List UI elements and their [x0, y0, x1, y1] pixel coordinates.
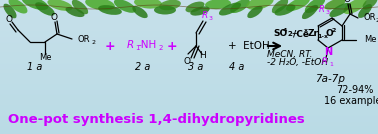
Text: 2: 2 [159, 45, 163, 51]
Ellipse shape [343, 0, 367, 14]
Ellipse shape [230, 0, 250, 13]
Text: /Ce: /Ce [293, 29, 309, 38]
Ellipse shape [159, 0, 181, 10]
Ellipse shape [132, 6, 148, 18]
Ellipse shape [219, 3, 241, 16]
Ellipse shape [363, 0, 378, 10]
Text: R: R [322, 57, 328, 66]
Text: 7a-7p: 7a-7p [315, 74, 345, 84]
Text: O: O [51, 14, 57, 23]
Ellipse shape [3, 4, 17, 18]
Text: R: R [127, 40, 134, 50]
Text: SO: SO [273, 29, 287, 38]
Text: 16 examples: 16 examples [324, 96, 378, 106]
Text: One-pot synthesis 1,4-dihydropyridines: One-pot synthesis 1,4-dihydropyridines [8, 113, 305, 126]
Text: 3: 3 [326, 10, 330, 16]
Text: R: R [319, 5, 325, 14]
Text: 1 a: 1 a [27, 62, 43, 72]
Text: 4: 4 [283, 29, 287, 34]
Ellipse shape [190, 6, 210, 16]
Text: 3 a: 3 a [188, 62, 204, 72]
Text: 2 a: 2 a [135, 62, 151, 72]
Text: 1-x: 1-x [317, 34, 328, 40]
Ellipse shape [305, 0, 325, 13]
Ellipse shape [205, 0, 231, 9]
Ellipse shape [274, 4, 296, 16]
Text: O: O [325, 29, 333, 38]
Text: H: H [198, 51, 205, 60]
Text: 2: 2 [376, 18, 378, 23]
Text: 2−: 2− [287, 31, 297, 37]
Text: O: O [183, 57, 191, 66]
Text: O: O [6, 16, 12, 25]
Text: R: R [202, 12, 208, 21]
Ellipse shape [85, 0, 115, 10]
Text: N: N [324, 47, 332, 57]
Text: MeCN, RT.: MeCN, RT. [267, 49, 313, 59]
Text: -2 H₂O, -EtOH: -2 H₂O, -EtOH [267, 57, 328, 66]
Text: O: O [344, 0, 350, 5]
Ellipse shape [302, 5, 318, 19]
Text: OR: OR [77, 36, 90, 44]
Ellipse shape [358, 4, 372, 18]
Ellipse shape [114, 0, 136, 13]
Text: OR: OR [364, 14, 376, 23]
Text: 4 a: 4 a [229, 62, 245, 72]
Ellipse shape [246, 0, 274, 10]
Text: -NH: -NH [138, 40, 157, 50]
Ellipse shape [134, 0, 162, 9]
Ellipse shape [9, 0, 28, 14]
Ellipse shape [35, 2, 55, 16]
Ellipse shape [154, 5, 176, 14]
Text: Me: Me [364, 36, 376, 44]
Text: 3: 3 [209, 16, 213, 21]
Ellipse shape [72, 0, 88, 14]
Ellipse shape [98, 5, 122, 15]
Ellipse shape [186, 2, 204, 12]
Text: +: + [105, 40, 115, 53]
Text: 72-94%: 72-94% [336, 85, 374, 95]
Ellipse shape [272, 0, 288, 13]
Text: Me: Me [39, 53, 51, 62]
Text: +: + [167, 40, 177, 53]
Ellipse shape [329, 3, 351, 17]
Ellipse shape [47, 0, 73, 11]
Text: x: x [304, 29, 308, 34]
Text: 1: 1 [135, 45, 139, 51]
Text: 1: 1 [329, 62, 333, 68]
Ellipse shape [325, 0, 345, 10]
Ellipse shape [65, 7, 85, 17]
Text: 2: 2 [331, 29, 335, 34]
Ellipse shape [247, 6, 263, 18]
Ellipse shape [22, 0, 48, 10]
Text: +  EtOH: + EtOH [228, 41, 270, 51]
Ellipse shape [286, 0, 310, 11]
Text: 2: 2 [91, 40, 95, 46]
Text: Zr: Zr [308, 29, 319, 38]
